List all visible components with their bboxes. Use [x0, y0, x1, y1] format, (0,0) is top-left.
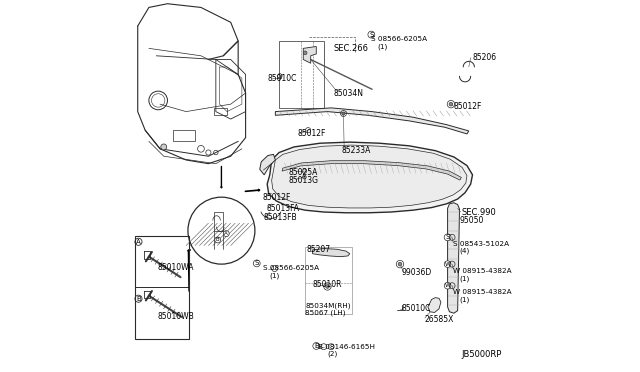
Text: 85010WB: 85010WB: [157, 312, 194, 321]
Circle shape: [449, 102, 453, 106]
Text: 85067 (LH): 85067 (LH): [305, 309, 346, 316]
Text: 85012F: 85012F: [454, 102, 483, 110]
Text: 85012F: 85012F: [298, 129, 326, 138]
Circle shape: [303, 51, 307, 55]
Text: S: S: [255, 260, 259, 266]
Bar: [305, 247, 351, 314]
Text: 85233A: 85233A: [342, 146, 371, 155]
Text: S 08543-5102A: S 08543-5102A: [453, 241, 509, 247]
Polygon shape: [271, 145, 467, 208]
Text: (1): (1): [270, 272, 280, 279]
Text: JB5000RP: JB5000RP: [461, 350, 502, 359]
Text: S: S: [369, 32, 374, 38]
Text: SEC.266: SEC.266: [333, 44, 368, 53]
Text: (1): (1): [460, 275, 470, 282]
Text: 85010C: 85010C: [402, 304, 431, 313]
Bar: [135, 236, 189, 339]
Text: 26585X: 26585X: [424, 315, 454, 324]
Text: S 08566-6205A: S 08566-6205A: [371, 36, 428, 42]
Text: 85207: 85207: [307, 245, 331, 254]
Text: A: A: [136, 239, 141, 245]
Text: 85034M(RH): 85034M(RH): [305, 302, 351, 309]
Polygon shape: [275, 108, 468, 134]
Text: SEC.990: SEC.990: [461, 208, 496, 217]
Text: B: B: [216, 237, 220, 243]
Bar: [214, 108, 227, 115]
Text: 85010WA: 85010WA: [157, 263, 193, 272]
Text: 85013FB: 85013FB: [264, 213, 297, 222]
Polygon shape: [260, 154, 275, 175]
Text: 85025A: 85025A: [289, 169, 317, 177]
Text: 99036D: 99036D: [402, 268, 432, 277]
Text: (4): (4): [460, 248, 470, 254]
Text: B: B: [314, 343, 319, 349]
Text: (1): (1): [378, 44, 388, 51]
Text: (2): (2): [328, 351, 338, 357]
Text: 85010C: 85010C: [267, 74, 296, 83]
Text: B 08146-6165H: B 08146-6165H: [318, 344, 375, 350]
Circle shape: [161, 144, 167, 150]
Text: W: W: [445, 262, 451, 267]
Circle shape: [398, 262, 402, 266]
Polygon shape: [267, 142, 472, 213]
Circle shape: [342, 112, 345, 115]
Text: S: S: [445, 234, 450, 240]
Text: 85206: 85206: [472, 53, 497, 62]
Text: B: B: [136, 296, 141, 302]
Text: 85010R: 85010R: [312, 280, 342, 289]
Text: (1): (1): [460, 296, 470, 303]
Bar: [173, 130, 195, 141]
Text: 85013FA: 85013FA: [266, 204, 299, 213]
Text: W: W: [445, 283, 451, 288]
Polygon shape: [312, 248, 349, 257]
Polygon shape: [282, 161, 461, 180]
Text: W 08915-4382A: W 08915-4382A: [453, 289, 512, 295]
Text: S 08566-6205A: S 08566-6205A: [264, 265, 319, 271]
Text: W 08915-4382A: W 08915-4382A: [453, 268, 512, 274]
Circle shape: [326, 285, 330, 288]
Text: A: A: [225, 231, 228, 236]
Polygon shape: [428, 298, 441, 312]
Polygon shape: [447, 203, 460, 313]
Text: 85012F: 85012F: [262, 193, 291, 202]
Text: 85013G: 85013G: [289, 176, 318, 185]
Bar: [279, 41, 324, 108]
Polygon shape: [303, 46, 316, 63]
Text: 85034N: 85034N: [333, 89, 363, 97]
Text: 95050: 95050: [460, 216, 484, 225]
